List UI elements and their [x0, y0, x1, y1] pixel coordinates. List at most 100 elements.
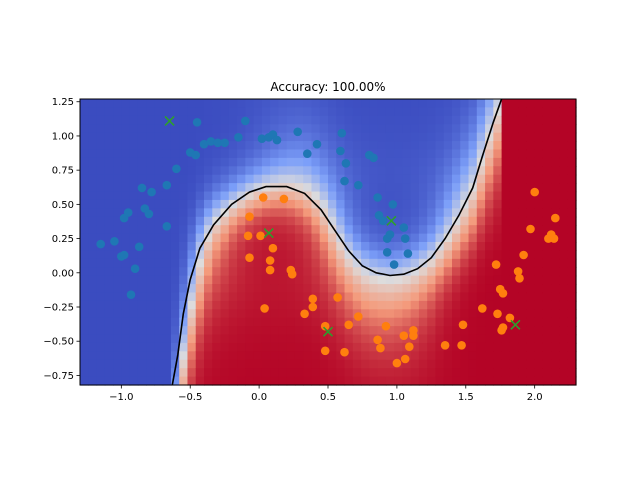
data-point — [333, 293, 342, 302]
heatmap-cell — [220, 317, 230, 327]
heatmap-cell — [509, 115, 519, 125]
heatmap-cell — [377, 199, 387, 209]
heatmap-cell — [212, 300, 222, 310]
heatmap-cell — [286, 242, 296, 252]
heatmap-cell — [80, 157, 89, 167]
heatmap-cell — [204, 275, 213, 285]
heatmap-cell — [204, 141, 213, 151]
heatmap-cell — [385, 115, 395, 125]
heatmap-cell — [493, 216, 503, 226]
heatmap-cell — [509, 368, 519, 378]
heatmap-cell — [294, 208, 304, 218]
heatmap-cell — [559, 309, 569, 319]
heatmap-cell — [443, 317, 453, 327]
heatmap-cell — [476, 208, 486, 218]
heatmap-cell — [402, 267, 412, 277]
heatmap-cell — [270, 368, 279, 378]
heatmap-cell — [460, 258, 470, 268]
heatmap-cell — [137, 292, 147, 302]
heatmap-cell — [303, 141, 313, 151]
heatmap-cell — [270, 267, 279, 277]
heatmap-cell — [228, 368, 238, 378]
heatmap-cell — [129, 157, 139, 167]
heatmap-cell — [286, 99, 296, 109]
heatmap-cell — [476, 368, 486, 378]
heatmap-cell — [402, 183, 412, 193]
heatmap-cell — [418, 317, 428, 327]
heatmap-cell — [509, 208, 519, 218]
heatmap-cell — [278, 141, 288, 151]
heatmap-cell — [369, 258, 379, 268]
heatmap-cell — [80, 284, 89, 294]
heatmap-cell — [526, 166, 536, 176]
heatmap-cell — [187, 300, 197, 310]
heatmap-cell — [286, 166, 296, 176]
heatmap-cell — [452, 225, 461, 235]
heatmap-cell — [96, 326, 106, 336]
heatmap-cell — [162, 166, 172, 176]
heatmap-cell — [154, 317, 164, 327]
heatmap-cell — [187, 208, 197, 218]
heatmap-cell — [567, 149, 577, 159]
heatmap-cell — [435, 334, 445, 344]
heatmap-cell — [237, 275, 246, 285]
heatmap-cell — [410, 317, 420, 327]
heatmap-cell — [129, 174, 139, 184]
heatmap-cell — [294, 376, 304, 386]
heatmap-cell — [377, 149, 387, 159]
heatmap-cell — [170, 368, 180, 378]
heatmap-cell — [361, 300, 370, 310]
heatmap-cell — [435, 141, 445, 151]
heatmap-cell — [270, 334, 279, 344]
heatmap-cell — [253, 351, 263, 361]
heatmap-cell — [80, 124, 89, 134]
heatmap-cell — [212, 233, 222, 243]
heatmap-cell — [88, 166, 98, 176]
data-point — [191, 150, 200, 160]
heatmap-cell — [468, 166, 478, 176]
heatmap-cell — [509, 157, 519, 167]
heatmap-cell — [237, 317, 246, 327]
heatmap-cell — [253, 107, 263, 117]
heatmap-cell — [129, 225, 139, 235]
heatmap-cell — [567, 351, 577, 361]
heatmap-cell — [261, 250, 271, 260]
heatmap-cell — [311, 275, 321, 285]
heatmap-cell — [526, 334, 536, 344]
heatmap-cell — [394, 141, 403, 151]
heatmap-cell — [328, 300, 337, 310]
heatmap-cell — [328, 326, 337, 336]
heatmap-cell — [170, 284, 180, 294]
data-point — [378, 216, 388, 226]
heatmap-cell — [220, 292, 230, 302]
heatmap-cell — [286, 250, 296, 260]
heatmap-cell — [559, 326, 569, 336]
heatmap-cell — [551, 242, 561, 252]
heatmap-cell — [113, 300, 122, 310]
heatmap-cell — [526, 107, 536, 117]
heatmap-cell — [518, 141, 527, 151]
heatmap-cell — [146, 157, 155, 167]
heatmap-cell — [278, 183, 288, 193]
heatmap-cell — [311, 225, 321, 235]
heatmap-cell — [509, 141, 519, 151]
data-point — [312, 139, 322, 149]
heatmap-cell — [162, 334, 172, 344]
heatmap-cell — [427, 174, 437, 184]
heatmap-cell — [460, 233, 470, 243]
heatmap-cell — [501, 124, 511, 134]
heatmap-cell — [468, 300, 478, 310]
heatmap-cell — [245, 115, 255, 125]
heatmap-cell — [336, 368, 346, 378]
heatmap-cell — [410, 183, 420, 193]
heatmap-cell — [551, 166, 561, 176]
heatmap-cell — [96, 267, 106, 277]
heatmap-cell — [534, 292, 544, 302]
heatmap-cell — [261, 275, 271, 285]
heatmap-cell — [501, 191, 511, 201]
heatmap-cell — [220, 351, 230, 361]
heatmap-cell — [253, 183, 263, 193]
heatmap-cell — [418, 359, 428, 369]
heatmap-cell — [410, 166, 420, 176]
heatmap-cell — [245, 124, 255, 134]
